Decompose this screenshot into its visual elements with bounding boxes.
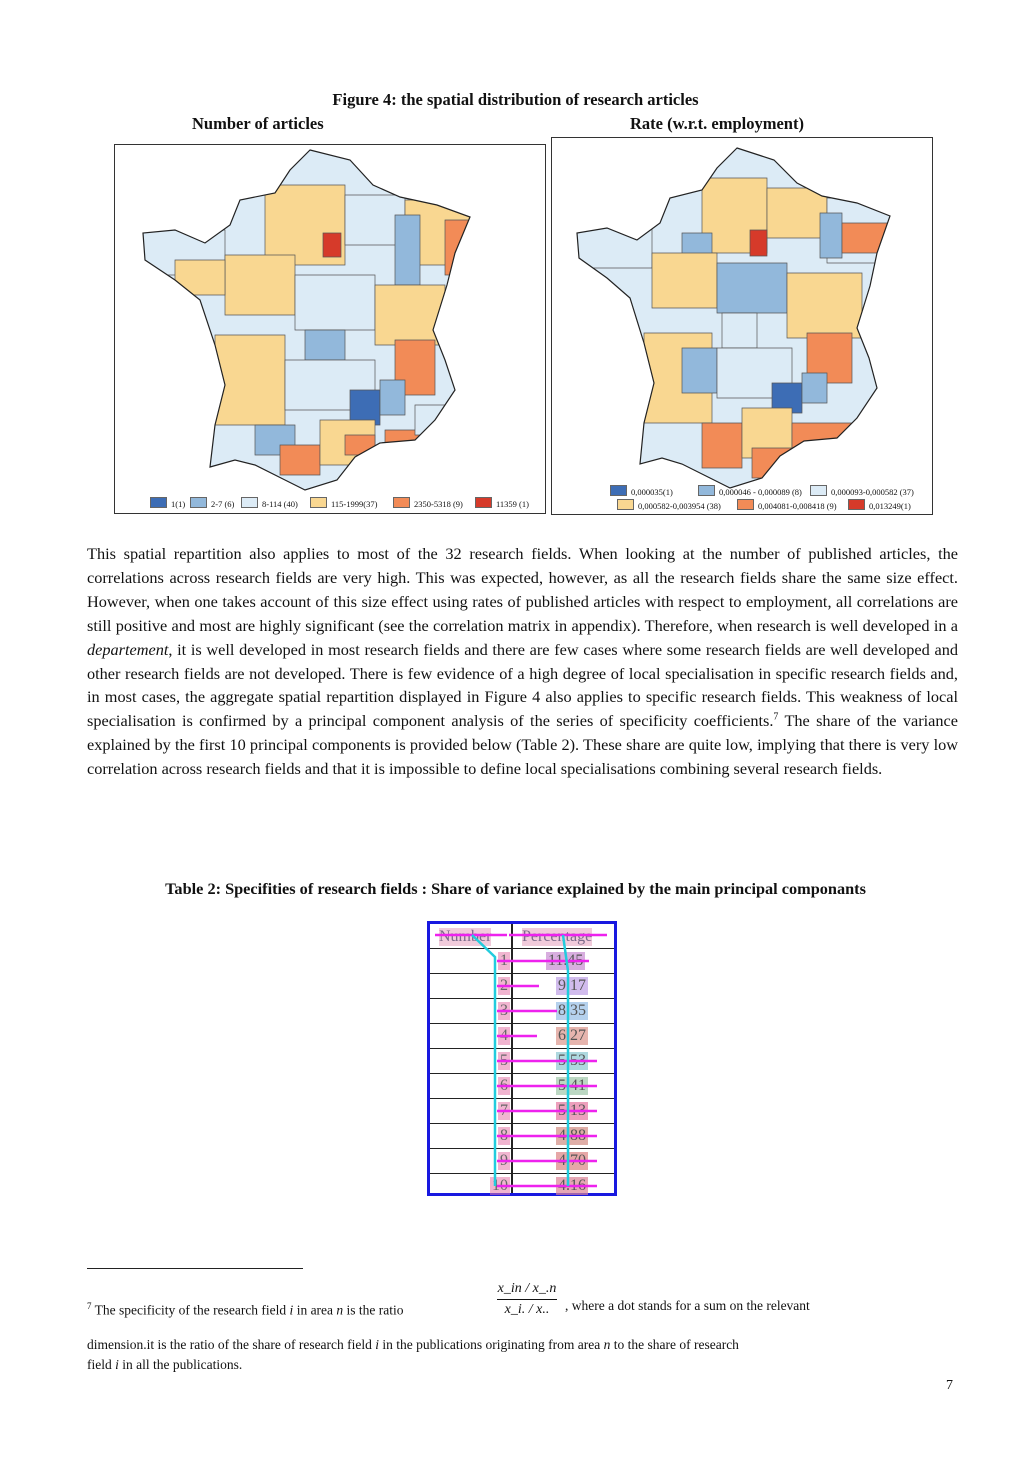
legend-label: 11359 (1) [496,499,529,509]
page-number: 7 [946,1378,953,1393]
table-title: Table 2: Specifities of research fields … [165,879,866,898]
france-map-rate [576,147,891,489]
footnote-line-1-end: , where a dot stands for a sum on the re… [565,1298,810,1313]
specificity-ratio: x_in / x_.n x_i. / x.. [497,1281,557,1318]
figure-title: Figure 4: the spatial distribution of re… [332,90,699,109]
table-annotation-overlay [435,933,607,1188]
footnote-line-1: 7 The specificity of the research field … [87,1301,404,1318]
legend-label: 115-1999(37) [331,499,378,509]
left-map-label: Number of articles [192,114,324,133]
ratio-denominator: x_i. / x.. [504,1302,550,1317]
legend-label: 0,013249(1) [869,501,911,511]
ratio-numerator: x_in / x_.n [497,1281,557,1296]
france-map-articles [142,149,471,491]
footnote-line-3: field i in all the publications. [87,1357,243,1372]
legend-label: 0,000582-0,003954 (38) [638,501,721,511]
header-percentage: Percentage [522,928,593,946]
legend-label: 1(1) [171,499,186,509]
legend-label: 8-114 (40) [262,499,298,509]
right-map: 0,000035(1) 0,000046 - 0,000089 (8) 0,00… [551,137,933,515]
footnote-line-2: dimension.it is the ratio of the share o… [87,1337,739,1352]
legend-label: 0,004081-0,008418 (9) [758,501,837,511]
body-paragraph: This spatial repartition also applies to… [87,544,958,779]
legend-label: 0,000093-0,000582 (37) [831,487,914,497]
legend-label: 0,000046 - 0,000089 (8) [719,487,802,497]
legend-label: 2-7 (6) [211,499,235,509]
right-map-label: Rate (w.r.t. employment) [630,114,804,133]
legend-label: 0,000035(1) [631,487,673,497]
left-map: 1(1) 2-7 (6) 8-114 (40) 115-1999(37) 235… [114,144,546,514]
legend-label: 2350-5318 (9) [414,499,463,509]
footnote-rule [87,1268,303,1269]
